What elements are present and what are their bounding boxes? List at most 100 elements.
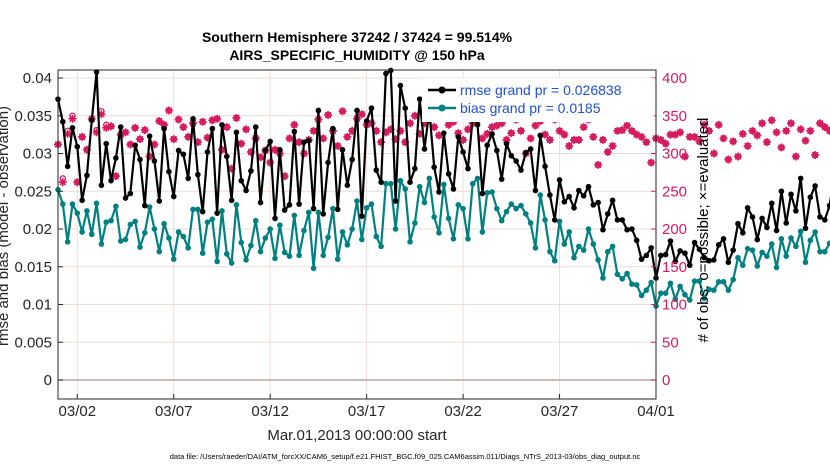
rmse-point [60, 118, 66, 125]
rmse-point [315, 107, 322, 114]
x-tick-label: 03/07 [155, 403, 193, 420]
bias-point [156, 248, 163, 255]
obs-evaluated-point [787, 119, 796, 128]
obs-evaluated-point [796, 125, 805, 134]
bias-point [527, 220, 534, 226]
rmse-point [711, 257, 717, 263]
bias-point [682, 291, 688, 298]
bias-point [469, 180, 476, 187]
rmse-point [643, 252, 650, 259]
rmse-point [436, 189, 442, 195]
rmse-point [595, 199, 601, 206]
rmse-point [624, 226, 630, 233]
rmse-point [354, 107, 360, 114]
obs-evaluated-point [709, 149, 718, 158]
bias-point [421, 199, 428, 206]
bias-point [142, 229, 148, 236]
left-y-tick-label: 0.01 [23, 297, 52, 314]
rmse-point [103, 140, 110, 147]
bias-point [817, 248, 823, 255]
rmse-point [518, 167, 524, 173]
rmse-point [441, 130, 447, 136]
bias-point [108, 217, 114, 224]
bias-point [720, 279, 727, 285]
bias-point [301, 227, 307, 234]
bias-point [783, 253, 790, 259]
rmse-point [195, 171, 201, 178]
bias-point [402, 186, 409, 192]
bias-point [662, 290, 669, 296]
rmse-point [93, 69, 100, 75]
bias-point [248, 242, 254, 249]
bias-point [754, 263, 761, 269]
right-y-tick-label: 300 [662, 146, 687, 163]
bias-point [450, 236, 457, 242]
bias-point [711, 287, 717, 293]
bias-point [667, 280, 674, 287]
bias-point [88, 231, 95, 238]
rmse-point [682, 250, 688, 256]
obs-evaluated-point [594, 160, 603, 169]
obs-evaluated-point [483, 129, 492, 138]
bias-point [84, 208, 90, 214]
rmse-point [166, 168, 172, 175]
obs-evaluated-point [758, 119, 767, 128]
rmse-point [334, 206, 341, 213]
bias-point [296, 252, 302, 259]
rmse-point [175, 147, 182, 154]
bias-point [638, 292, 645, 299]
rmse-point [248, 168, 254, 174]
obs-evaluated-point [623, 121, 632, 130]
bias-point [397, 177, 404, 184]
rmse-series-line [56, 69, 830, 280]
obs-evaluated-point [406, 119, 415, 128]
legend: rmse grand pr = 0.026838 bias grand pr =… [422, 78, 654, 122]
bias-point [305, 209, 312, 216]
rmse-point [677, 248, 683, 254]
rmse-point [667, 238, 674, 244]
rmse-point [122, 195, 129, 201]
rmse-point [619, 217, 626, 223]
bias-point [537, 192, 544, 198]
obs-evaluated-point [338, 107, 347, 116]
bias-point [117, 238, 124, 244]
obs-evaluated-point [738, 129, 747, 138]
rmse-point [807, 194, 814, 201]
bias-point [180, 233, 187, 240]
right-y-tick-label: 350 [662, 108, 687, 125]
bias-point [725, 287, 732, 293]
rmse-point [576, 187, 582, 194]
bias-point [199, 250, 206, 256]
obs-evaluated-point [111, 172, 120, 181]
bias-point [508, 201, 515, 207]
bias-point [802, 259, 809, 266]
obs-evaluated-point [772, 128, 781, 137]
rmse-point [262, 147, 269, 154]
bias-point [749, 247, 756, 253]
bias-point [706, 286, 712, 293]
bias-point [354, 198, 360, 204]
rmse-point [648, 245, 654, 251]
rmse-point [132, 142, 138, 148]
rmse-point [759, 215, 765, 222]
bias-point [373, 233, 380, 240]
obs-evaluated-point [598, 135, 607, 144]
rmse-point [793, 208, 799, 214]
obs-evaluated-point [705, 126, 714, 135]
bias-point [648, 279, 654, 286]
obs-evaluated-point [222, 123, 231, 132]
rmse-point [117, 124, 124, 130]
bias-point [161, 220, 167, 227]
rmse-point [561, 199, 568, 205]
x-tick-label: 03/27 [541, 403, 579, 420]
rmse-point [286, 202, 293, 208]
obs-evaluated-point [680, 152, 689, 161]
rmse-point [378, 179, 384, 185]
bias-point [619, 276, 626, 282]
obs-evaluated-point [531, 121, 540, 130]
rmse-point [233, 129, 240, 136]
rmse-point [821, 217, 828, 223]
rmse-point [310, 205, 317, 212]
rmse-point [421, 146, 428, 152]
rmse-point [373, 167, 380, 173]
